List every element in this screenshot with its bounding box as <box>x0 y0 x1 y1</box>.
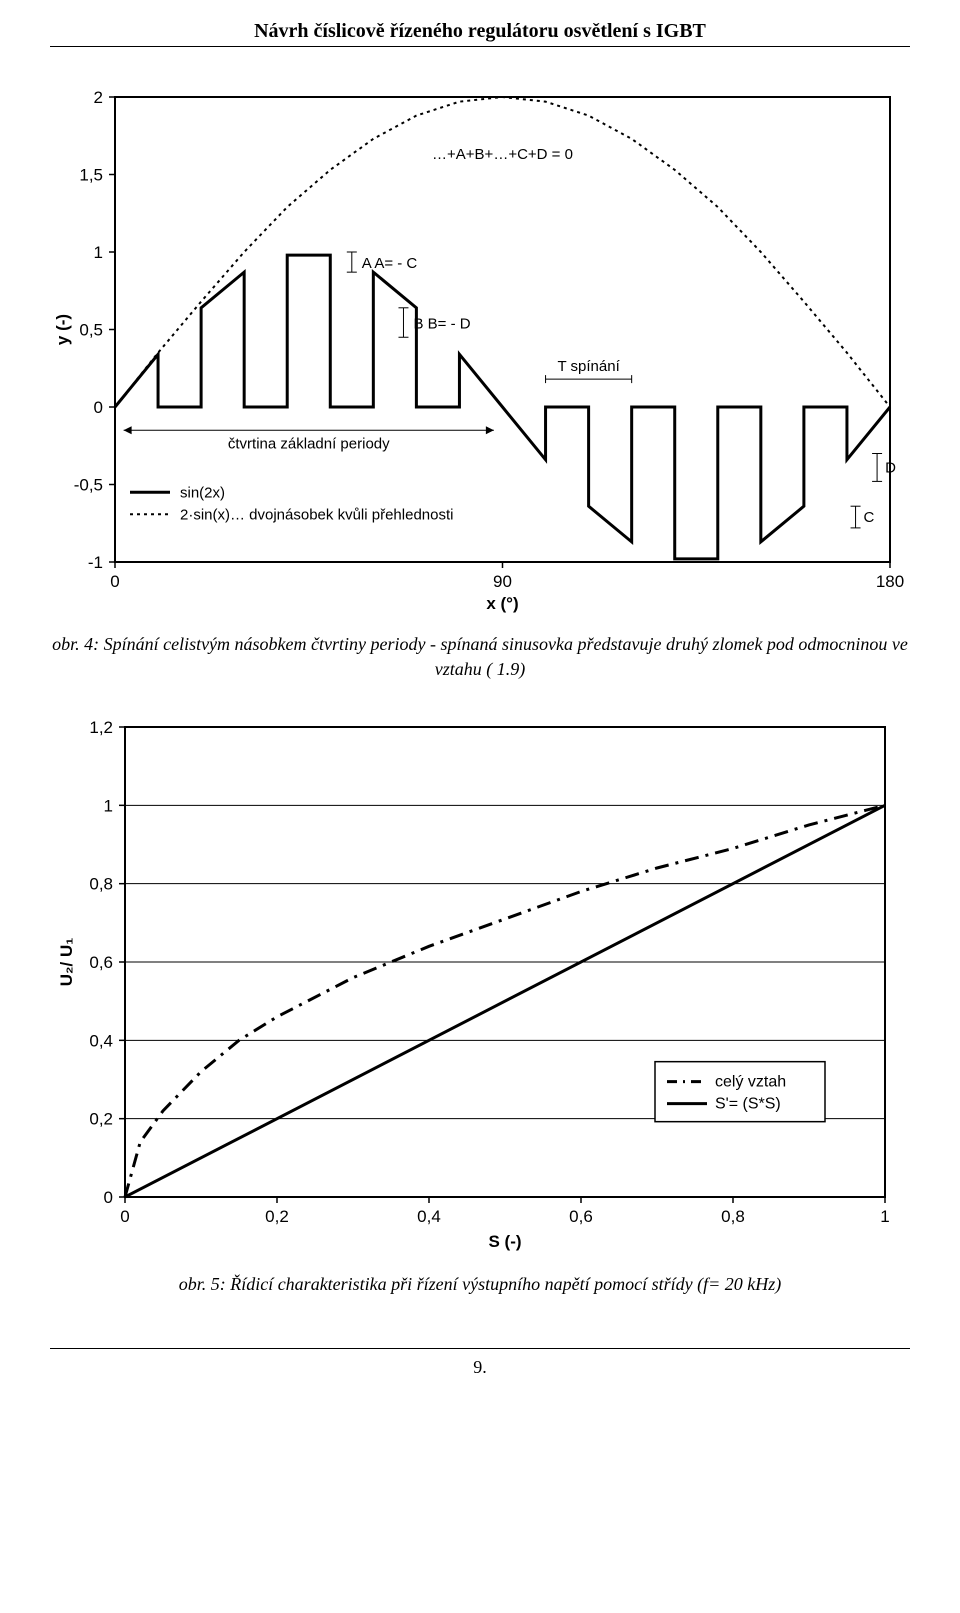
chart-1-svg: -1 -0,5 0 0,5 1 1,5 2 0 90 180 y (-) x (°) …+A+B+…+C… <box>50 77 910 617</box>
svg-text:0: 0 <box>120 1207 129 1226</box>
svg-text:1,5: 1,5 <box>79 166 103 185</box>
svg-text:…+A+B+…+C+D = 0: …+A+B+…+C+D = 0 <box>432 146 573 163</box>
page-header-title: Návrh číslicově řízeného regulátoru osvě… <box>50 20 910 47</box>
svg-text:T spínání: T spínání <box>557 358 620 375</box>
svg-text:1: 1 <box>104 797 113 816</box>
svg-text:-0,5: -0,5 <box>74 476 103 495</box>
svg-text:90: 90 <box>493 572 512 591</box>
svg-text:2: 2 <box>94 88 103 107</box>
svg-text:y (-): y (-) <box>53 314 72 345</box>
svg-text:S'= (S*S): S'= (S*S) <box>715 1096 781 1113</box>
svg-text:celý vztah: celý vztah <box>715 1074 786 1091</box>
svg-text:180: 180 <box>876 572 904 591</box>
svg-text:0: 0 <box>104 1188 113 1207</box>
chart-2-container: 0 0,2 0,4 0,6 0,8 1 1,2 0 0,2 0,4 0,6 0,8 1 U₂/ U₁ S (… <box>50 707 910 1257</box>
svg-text:1,2: 1,2 <box>89 718 113 737</box>
page-number: 9. <box>473 1357 487 1377</box>
svg-text:0,2: 0,2 <box>265 1207 289 1226</box>
svg-text:x (°): x (°) <box>486 594 518 613</box>
svg-text:2·sin(x)… dvojnásobek kvůli př: 2·sin(x)… dvojnásobek kvůli přehlednosti <box>180 506 453 523</box>
svg-text:0,6: 0,6 <box>89 953 113 972</box>
caption-figure-4: obr. 4: Spínání celistvým násobkem čtvrt… <box>50 632 910 682</box>
svg-text:-1: -1 <box>88 553 103 572</box>
svg-text:1: 1 <box>880 1207 889 1226</box>
svg-text:čtvrtina základní periody: čtvrtina základní periody <box>228 435 390 452</box>
svg-text:0,8: 0,8 <box>721 1207 745 1226</box>
svg-text:0,2: 0,2 <box>89 1110 113 1129</box>
svg-text:0,5: 0,5 <box>79 321 103 340</box>
svg-text:1: 1 <box>94 243 103 262</box>
svg-text:C: C <box>864 509 875 526</box>
svg-text:0,8: 0,8 <box>89 875 113 894</box>
svg-text:U₂/ U₁: U₂/ U₁ <box>57 938 76 987</box>
svg-text:D: D <box>885 459 896 476</box>
caption-figure-5: obr. 5: Řídicí charakteristika při řízen… <box>50 1272 910 1297</box>
svg-text:0,4: 0,4 <box>89 1032 113 1051</box>
svg-text:0,4: 0,4 <box>417 1207 441 1226</box>
page-footer: 9. <box>50 1348 910 1378</box>
svg-text:0: 0 <box>94 398 103 417</box>
svg-text:0,6: 0,6 <box>569 1207 593 1226</box>
svg-text:S (-): S (-) <box>488 1232 521 1251</box>
svg-text:sin(2x): sin(2x) <box>180 484 225 501</box>
chart-2-svg: 0 0,2 0,4 0,6 0,8 1 1,2 0 0,2 0,4 0,6 0,8 1 U₂/ U₁ S (… <box>50 707 910 1257</box>
chart-1-container: -1 -0,5 0 0,5 1 1,5 2 0 90 180 y (-) x (°) …+A+B+…+C… <box>50 77 910 617</box>
svg-text:0: 0 <box>110 572 119 591</box>
svg-text:A A= - C: A A= - C <box>362 255 418 272</box>
svg-text:B B= - D: B B= - D <box>413 315 470 332</box>
